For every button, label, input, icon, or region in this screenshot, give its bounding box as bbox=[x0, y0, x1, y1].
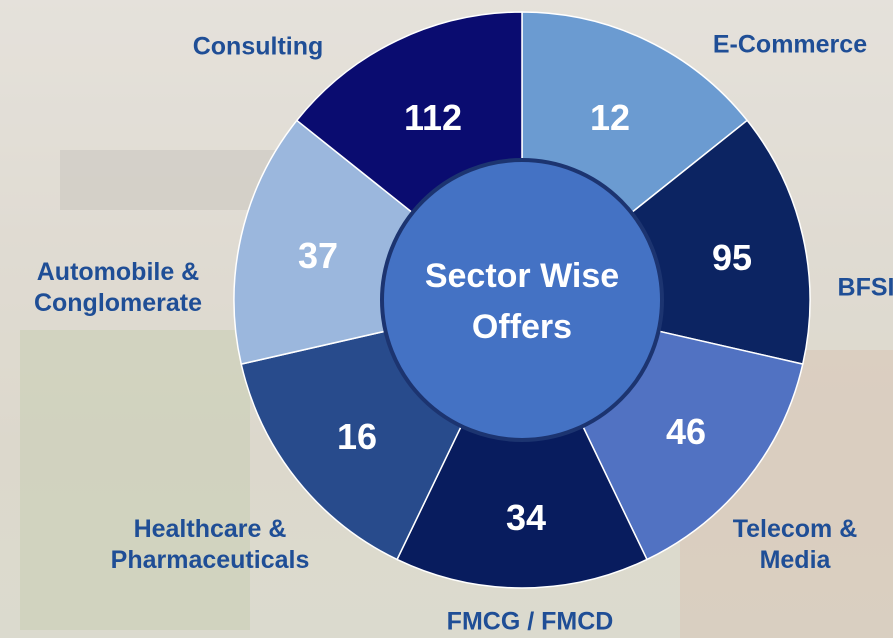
segment-label: BFSI bbox=[836, 272, 893, 303]
segment-value: 12 bbox=[590, 97, 630, 139]
segment-label: Telecom & Media bbox=[733, 514, 858, 577]
segment-value: 34 bbox=[506, 497, 546, 539]
segment-value: 16 bbox=[337, 416, 377, 458]
page: Sector Wise Offers (() => { const data =… bbox=[0, 0, 893, 638]
segment-value: 112 bbox=[404, 97, 462, 139]
segment-label: Automobile & Conglomerate bbox=[18, 257, 218, 320]
segment-label: Consulting bbox=[158, 31, 358, 62]
segment-value: 37 bbox=[298, 235, 338, 277]
center-title: Sector Wise Offers bbox=[397, 251, 647, 353]
segment-label: Healthcare & Pharmaceuticals bbox=[80, 514, 340, 577]
segment-label: E-Commerce bbox=[690, 29, 890, 60]
segment-value: 95 bbox=[712, 237, 752, 279]
segment-label: FMCG / FMCD bbox=[410, 606, 650, 637]
segment-value: 46 bbox=[666, 411, 706, 453]
